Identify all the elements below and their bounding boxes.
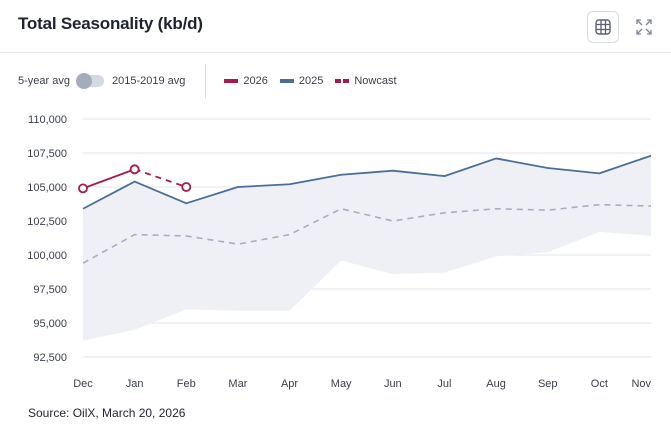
series-line-5-year-avg [82,203,652,264]
marker-layer [78,164,192,194]
point-marker-nowcast [129,164,140,175]
series-line-2025 [82,154,652,210]
controls-divider [205,64,207,98]
point-marker-nowcast [181,182,192,192]
chart-title: Total Seasonality (kb/d) [18,14,203,33]
x-tick-label: Nov [631,378,651,390]
legend-swatch-2025 [279,79,294,83]
legend-swatch-2026 [224,79,239,83]
y-tick-label: 92,500 [33,352,67,364]
series-line-2026 [82,168,135,190]
table-icon [595,19,611,35]
toggle-knob [75,73,92,89]
x-tick-label: May [331,378,352,390]
point-marker-2026 [78,183,88,194]
range-band [83,155,651,341]
x-tick-label: Mar [228,378,247,390]
source-note: Source: OilX, March 20, 2026 [28,406,186,420]
y-tick-label: 110,000 [28,114,67,126]
expand-button[interactable] [628,11,660,43]
y-tick-label: 105,000 [27,182,67,194]
seasonality-chart: 92,500 95,000 97,500 100,000 102,500 105,000 1… [27,114,652,390]
x-tick-label: Sep [538,378,558,390]
x-tick-label: Aug [486,378,506,390]
y-tick-label: 102,500 [27,216,67,228]
series-line-nowcast [134,168,187,188]
average-toggle[interactable] [75,73,104,89]
x-tick-label: Jun [384,378,402,390]
legend-item-2025[interactable]: 2025 [279,75,324,87]
legend-swatch-nowcast [335,79,350,83]
legend-item-2026[interactable]: 2026 [224,75,268,87]
legend-item-nowcast[interactable]: Nowcast [335,75,397,87]
expand-icon [636,19,652,35]
legend-label-2026: 2026 [243,75,268,87]
x-tick-label: Feb [177,378,196,390]
table-view-button[interactable] [587,11,619,43]
y-axis-labels: 92,500 95,000 97,500 100,000 102,500 105,000 1… [27,114,67,364]
line-layer [82,154,652,264]
y-tick-label: 95,000 [33,318,67,330]
x-tick-label: Apr [281,378,298,390]
y-tick-label: 107,500 [27,148,67,160]
legend-label-2025: 2025 [298,75,324,87]
chart-controls: 5-year avg 2015-2019 avg 2026 2025 Nowca… [18,64,409,98]
band-layer [83,155,651,341]
x-tick-label: Oct [591,378,608,390]
x-tick-label: Jul [437,378,451,390]
x-tick-label: Jan [126,378,144,390]
legend-label-nowcast: Nowcast [354,75,397,87]
x-tick-label: Dec [73,378,93,390]
toggle-right-label: 2015-2019 avg [111,75,186,87]
y-tick-label: 97,500 [33,284,67,296]
header-divider [0,52,671,53]
y-tick-label: 100,000 [27,250,67,262]
toggle-left-label: 5-year avg [18,75,70,87]
x-axis-labels: Dec Jan Feb Mar Apr May Jun Jul Aug Sep Oct Nov [73,378,651,390]
